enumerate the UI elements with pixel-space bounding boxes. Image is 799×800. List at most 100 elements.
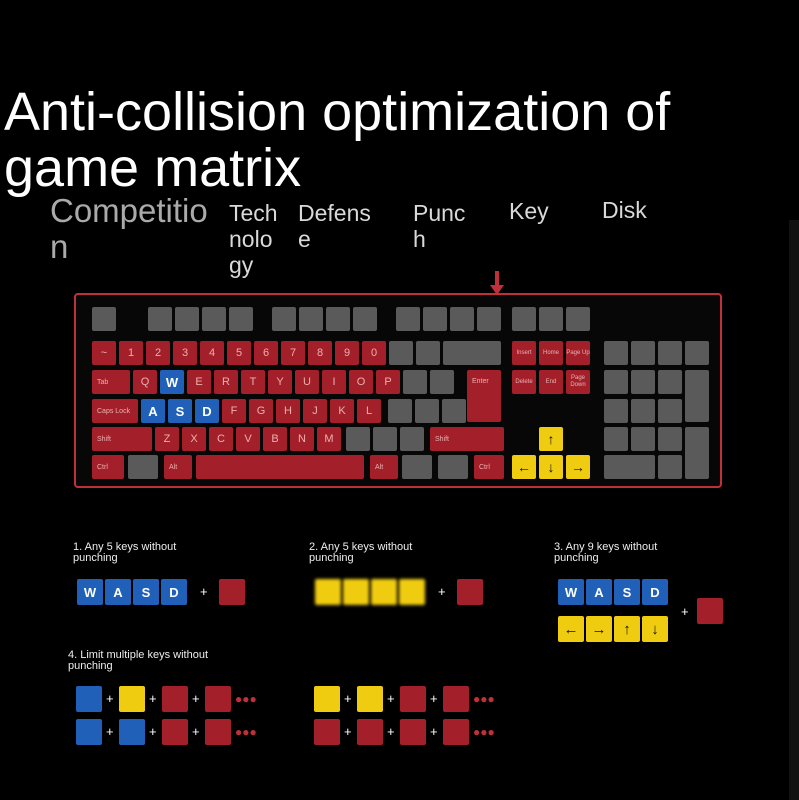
key-quote[interactable] [415,399,439,423]
key-delete[interactable]: Delete [512,370,536,394]
key-t[interactable]: T [241,370,265,394]
key-e[interactable]: E [187,370,211,394]
key-ctrl-right[interactable]: Ctrl [474,455,504,479]
key-fn[interactable] [402,455,432,479]
key-insert[interactable]: Insert [512,341,536,365]
key-7[interactable]: 7 [281,341,305,365]
key-f12[interactable] [477,307,501,331]
key-pause[interactable] [566,307,590,331]
key-end[interactable]: End [539,370,563,394]
key-f6[interactable] [299,307,323,331]
key-h[interactable]: H [276,399,300,423]
key-slash[interactable] [400,427,424,451]
key-alt-right[interactable]: Alt [370,455,398,479]
key-bracket-right[interactable] [430,370,454,394]
key-num-2[interactable] [631,427,655,451]
key-menu[interactable] [438,455,468,479]
key-num-4[interactable] [604,399,628,423]
key-f8[interactable] [353,307,377,331]
key-comma[interactable] [346,427,370,451]
key-f1[interactable] [148,307,172,331]
key-num-0[interactable] [604,455,655,479]
key-n[interactable]: N [290,427,314,451]
key-c[interactable]: C [209,427,233,451]
key-b[interactable]: B [263,427,287,451]
key-space[interactable] [196,455,364,479]
key-num-dot[interactable] [658,455,682,479]
key-l[interactable]: L [357,399,381,423]
key-9[interactable]: 9 [335,341,359,365]
key-arrow-down[interactable]: ↓ [539,455,563,479]
key-arrow-left[interactable]: ← [512,455,536,479]
key-shift-left[interactable]: Shift [92,427,152,451]
key-print[interactable] [512,307,536,331]
key-x[interactable]: X [182,427,206,451]
key-enter[interactable]: Enter [467,370,501,422]
key-0[interactable]: 0 [362,341,386,365]
key-f10[interactable] [423,307,447,331]
key-num-6[interactable] [658,399,682,423]
key-tilde[interactable]: ~ [92,341,116,365]
key-i[interactable]: I [322,370,346,394]
key-3[interactable]: 3 [173,341,197,365]
key-y[interactable]: Y [268,370,292,394]
key-shift-right[interactable]: Shift [430,427,504,451]
key-num-5[interactable] [631,399,655,423]
key-p[interactable]: P [376,370,400,394]
key-4[interactable]: 4 [200,341,224,365]
key-g[interactable]: G [249,399,273,423]
key-backspace[interactable] [443,341,501,365]
key-home[interactable]: Home [539,341,563,365]
key-esc[interactable] [92,307,116,331]
key-f2[interactable] [175,307,199,331]
key-num-7[interactable] [604,370,628,394]
key-k[interactable]: K [330,399,354,423]
key-m[interactable]: M [317,427,341,451]
key-arrow-right[interactable]: → [566,455,590,479]
key-scroll[interactable] [539,307,563,331]
key-num-9[interactable] [658,370,682,394]
key-a[interactable]: A [141,399,165,423]
key-r[interactable]: R [214,370,238,394]
key-1[interactable]: 1 [119,341,143,365]
key-bracket-left[interactable] [403,370,427,394]
key-num-lock[interactable] [604,341,628,365]
key-f11[interactable] [450,307,474,331]
key-num-plus[interactable] [685,370,709,422]
key-5[interactable]: 5 [227,341,251,365]
key-num-3[interactable] [658,427,682,451]
key-alt-left[interactable]: Alt [164,455,192,479]
key-8[interactable]: 8 [308,341,332,365]
key-minus[interactable] [389,341,413,365]
key-f5[interactable] [272,307,296,331]
key-backslash[interactable] [442,399,466,423]
key-equals[interactable] [416,341,440,365]
key-page-up[interactable]: Page Up [566,341,590,365]
key-ctrl-left[interactable]: Ctrl [92,455,124,479]
key-j[interactable]: J [303,399,327,423]
key-period[interactable] [373,427,397,451]
key-num-divide[interactable] [631,341,655,365]
key-num-minus[interactable] [685,341,709,365]
key-2[interactable]: 2 [146,341,170,365]
key-win[interactable] [128,455,158,479]
key-s[interactable]: S [168,399,192,423]
key-z[interactable]: Z [155,427,179,451]
key-caps-lock[interactable]: Caps Lock [92,399,138,423]
key-f3[interactable] [202,307,226,331]
key-w[interactable]: W [160,370,184,394]
key-q[interactable]: Q [133,370,157,394]
key-v[interactable]: V [236,427,260,451]
key-tab[interactable]: Tab [92,370,130,394]
key-num-1[interactable] [604,427,628,451]
key-num-enter[interactable] [685,427,709,479]
key-num-8[interactable] [631,370,655,394]
key-f9[interactable] [396,307,420,331]
key-semicolon[interactable] [388,399,412,423]
key-f[interactable]: F [222,399,246,423]
key-f4[interactable] [229,307,253,331]
key-page-down[interactable]: Page Down [566,370,590,394]
key-d[interactable]: D [195,399,219,423]
key-f7[interactable] [326,307,350,331]
key-num-multiply[interactable] [658,341,682,365]
